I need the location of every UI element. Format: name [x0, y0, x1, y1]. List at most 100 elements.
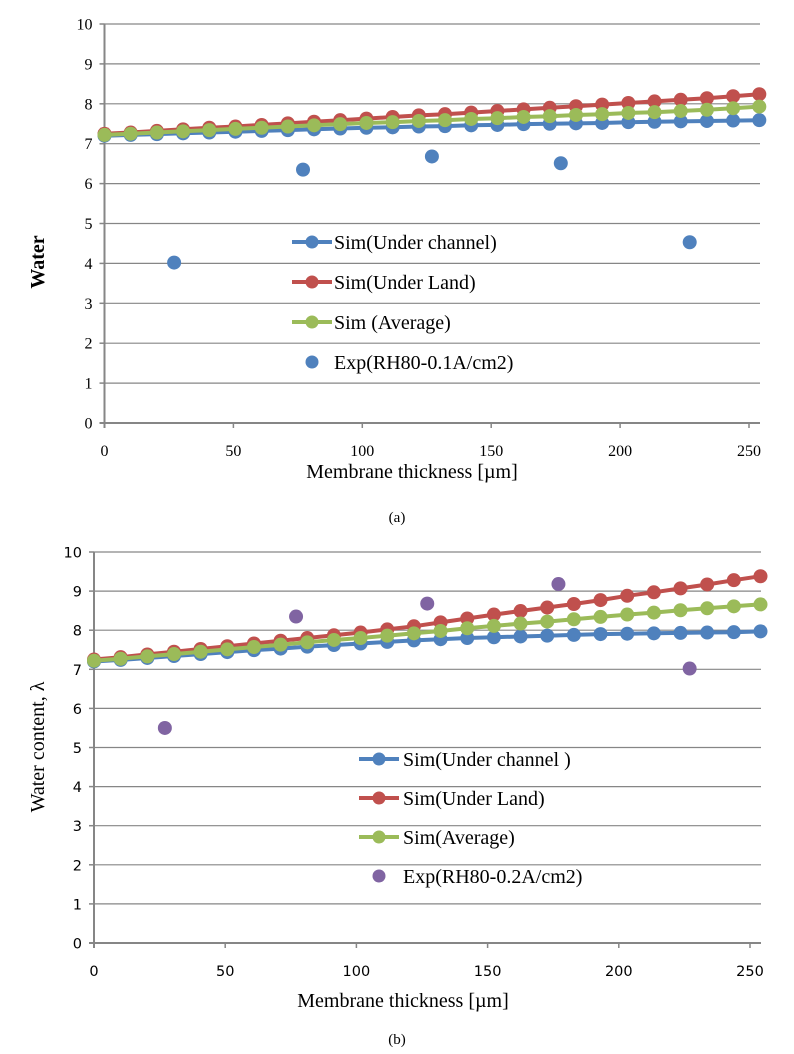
- data-point: [726, 625, 741, 640]
- data-point: [460, 631, 475, 646]
- data-point: [566, 612, 581, 627]
- series-line: [93, 629, 761, 664]
- x-tick-label: 0: [89, 964, 98, 980]
- data-point: [620, 607, 635, 622]
- x-tick-label: 250: [736, 964, 764, 980]
- data-point: [726, 101, 741, 116]
- data-point: [193, 644, 208, 659]
- series-b: [87, 569, 768, 735]
- data-point: [646, 626, 661, 641]
- y-axis-title-b: Water content, λ: [27, 681, 49, 812]
- x-tick-label: 100: [343, 964, 371, 980]
- data-point: [411, 113, 426, 128]
- exp-data-point: [420, 596, 435, 611]
- y-tick-label: 2: [85, 336, 93, 353]
- exp-data-point: [157, 720, 172, 735]
- legend-label: Sim(Under Land): [403, 788, 545, 810]
- data-point: [700, 625, 715, 640]
- legend-b: Sim(Under channel ) Sim(Under Land) Sim(Av…: [359, 749, 582, 888]
- x-tick-labels-b: 0 50 100 150 200 250: [89, 964, 763, 980]
- data-point: [273, 637, 288, 652]
- y-tick-labels-b: 0 1 2 3 4 5 6 7 8 9 10: [64, 546, 82, 953]
- data-point: [202, 123, 217, 138]
- data-point: [566, 627, 581, 642]
- data-point: [753, 569, 768, 584]
- legend-item: Sim(Under channel ): [359, 749, 571, 771]
- y-tick-label: 8: [73, 624, 82, 640]
- x-tick-label: 150: [474, 964, 502, 980]
- data-point: [700, 577, 715, 592]
- data-point: [620, 588, 635, 603]
- data-point: [621, 96, 636, 111]
- legend-item: Sim(Average): [359, 827, 515, 849]
- data-point: [593, 609, 608, 624]
- data-point: [113, 651, 128, 666]
- data-point: [568, 107, 583, 122]
- data-point: [673, 103, 688, 118]
- data-point: [460, 611, 475, 626]
- data-point: [486, 618, 501, 633]
- data-point: [380, 628, 395, 643]
- legend-marker-swatch: [372, 752, 386, 766]
- data-point: [516, 109, 531, 124]
- data-point: [220, 642, 235, 657]
- caption-b: (b): [388, 1032, 406, 1048]
- data-point: [726, 599, 741, 614]
- legend-item: Exp(RH80-0.2A/cm2): [372, 866, 582, 888]
- y-tick-label: 5: [73, 741, 82, 757]
- data-point: [595, 107, 610, 122]
- data-point: [726, 89, 741, 104]
- y-tick-label: 3: [85, 296, 93, 313]
- legend-label: Exp(RH80-0.2A/cm2): [403, 866, 582, 888]
- y-tick-label: 1: [73, 897, 82, 913]
- legend-marker-swatch: [305, 355, 319, 369]
- data-point: [646, 605, 661, 620]
- data-point: [140, 649, 155, 664]
- data-point: [438, 113, 453, 128]
- exp-data-point: [682, 235, 697, 250]
- y-tick-label: 7: [73, 663, 82, 679]
- y-tick-label: 9: [85, 56, 93, 73]
- data-point: [280, 119, 295, 134]
- y-tick-label: 9: [73, 585, 82, 601]
- legend-item: Sim(Under channel): [292, 232, 497, 254]
- series-a: [97, 87, 767, 270]
- legend-marker-swatch: [372, 830, 386, 844]
- x-tick-label: 250: [737, 443, 761, 460]
- data-point: [673, 92, 688, 107]
- data-point: [149, 125, 164, 140]
- data-point: [673, 114, 688, 129]
- data-point: [752, 87, 767, 102]
- legend-label: Sim(Under channel ): [403, 749, 571, 771]
- legend-label: Sim(Average): [403, 827, 515, 849]
- data-point: [595, 97, 610, 112]
- y-tick-label: 4: [73, 780, 82, 796]
- x-tick-label: 50: [225, 443, 241, 460]
- exp-data-point: [553, 156, 568, 171]
- caption-a: (a): [389, 510, 406, 526]
- exp-data-point: [296, 162, 311, 177]
- data-point: [359, 115, 374, 130]
- data-point: [486, 630, 501, 645]
- data-point: [673, 581, 688, 596]
- gridlines-a: [104, 23, 760, 384]
- data-point: [513, 604, 528, 619]
- data-point: [753, 624, 768, 639]
- data-point: [464, 111, 479, 126]
- legend-item: Exp(RH80-0.1A/cm2): [305, 352, 513, 374]
- data-point: [460, 621, 475, 636]
- data-point: [752, 113, 767, 128]
- data-point: [699, 91, 714, 106]
- x-axis-title-b: Membrane thickness [µm]: [297, 990, 508, 1012]
- x-tick-label: 50: [216, 964, 234, 980]
- data-point: [326, 632, 341, 647]
- y-axis-title-a: Water: [27, 235, 49, 288]
- data-point: [593, 627, 608, 642]
- axes-a: [99, 23, 760, 428]
- exp-data-point: [682, 661, 697, 676]
- data-point: [542, 109, 557, 124]
- y-tick-label: 6: [73, 702, 82, 718]
- y-tick-label: 6: [85, 176, 93, 193]
- y-tick-label: 4: [85, 256, 93, 273]
